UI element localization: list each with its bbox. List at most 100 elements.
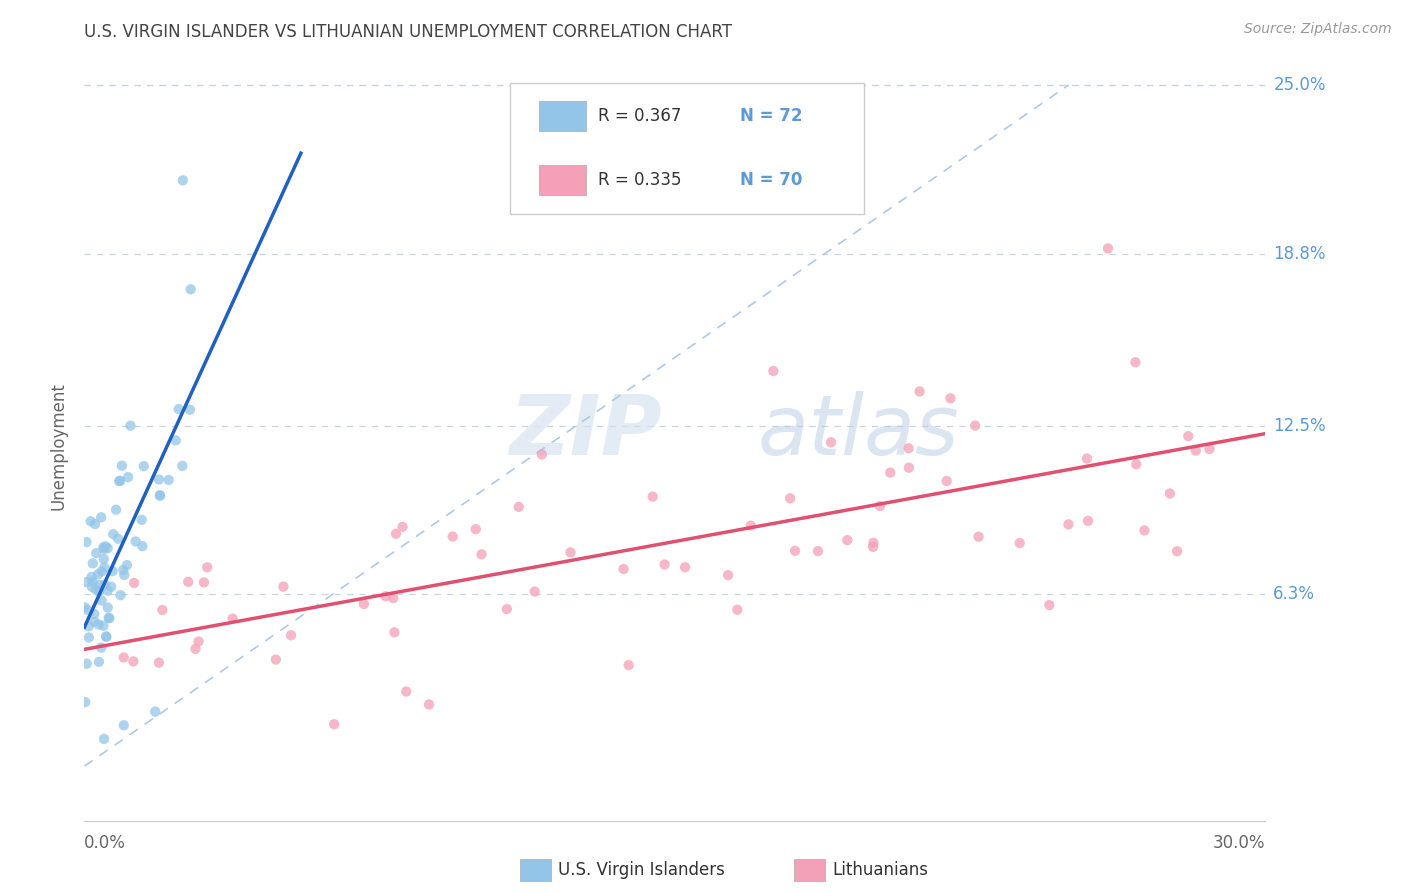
Text: Lithuanians: Lithuanians <box>832 861 928 879</box>
Point <box>111 458 134 473</box>
Point <box>76 603 98 617</box>
Text: 6.3%: 6.3% <box>1274 585 1315 604</box>
Point <box>87 655 110 669</box>
Point <box>470 547 492 561</box>
Text: ZIP: ZIP <box>509 391 662 472</box>
Point <box>641 490 664 504</box>
Point <box>184 641 207 656</box>
Point <box>73 600 96 615</box>
Point <box>1159 486 1181 500</box>
Point <box>967 530 990 544</box>
Point <box>654 558 676 572</box>
Point <box>496 602 519 616</box>
Point <box>395 684 418 698</box>
Point <box>143 705 166 719</box>
Point <box>76 657 98 671</box>
Point <box>897 442 920 456</box>
Point <box>1125 458 1147 472</box>
Point <box>165 434 187 448</box>
Point <box>93 542 115 557</box>
Point <box>820 435 842 450</box>
Text: Unemployment: Unemployment <box>49 382 67 510</box>
Point <box>84 582 107 597</box>
Point <box>101 564 124 578</box>
Point <box>385 526 408 541</box>
Point <box>1185 443 1208 458</box>
Point <box>100 580 122 594</box>
Point <box>384 625 406 640</box>
Point <box>98 611 121 625</box>
Point <box>221 611 243 625</box>
Point <box>96 629 118 643</box>
Point <box>523 584 546 599</box>
Point <box>82 557 104 571</box>
Point <box>120 418 142 433</box>
Point <box>96 630 118 644</box>
Point <box>1057 517 1080 532</box>
Point <box>84 546 107 560</box>
Point <box>1077 514 1099 528</box>
Point <box>131 539 153 553</box>
Point <box>193 575 215 590</box>
Point <box>1038 598 1060 612</box>
Text: 18.8%: 18.8% <box>1274 245 1326 263</box>
Point <box>879 466 901 480</box>
Point <box>862 536 884 550</box>
Point <box>87 584 110 599</box>
Point <box>77 619 100 633</box>
Point <box>353 597 375 611</box>
Point <box>908 384 931 399</box>
Point <box>93 552 115 566</box>
Point <box>807 544 830 558</box>
Point <box>122 575 145 590</box>
Point <box>382 591 405 606</box>
Point <box>79 514 101 528</box>
Point <box>131 513 153 527</box>
Point <box>323 717 346 731</box>
Point <box>110 588 132 602</box>
Point <box>613 562 636 576</box>
Point <box>617 658 640 673</box>
Point <box>1008 536 1031 550</box>
Point <box>76 535 98 549</box>
Point <box>1076 451 1098 466</box>
Point <box>762 364 785 378</box>
Point <box>280 628 302 642</box>
Point <box>965 418 987 433</box>
Point <box>464 522 486 536</box>
Point <box>82 574 104 589</box>
Point <box>89 578 111 592</box>
Point <box>124 534 146 549</box>
Point <box>103 527 125 541</box>
Point <box>117 470 139 484</box>
Point <box>75 575 97 590</box>
FancyBboxPatch shape <box>538 102 586 131</box>
Point <box>108 474 131 488</box>
Point <box>93 619 115 633</box>
Point <box>105 502 128 516</box>
Point <box>779 491 801 506</box>
Point <box>897 460 920 475</box>
Text: Source: ZipAtlas.com: Source: ZipAtlas.com <box>1244 22 1392 37</box>
Point <box>1177 429 1199 443</box>
Point <box>83 615 105 629</box>
Point <box>837 533 859 548</box>
Text: U.S. VIRGIN ISLANDER VS LITHUANIAN UNEMPLOYMENT CORRELATION CHART: U.S. VIRGIN ISLANDER VS LITHUANIAN UNEMP… <box>84 23 733 41</box>
Point <box>177 574 200 589</box>
Point <box>530 447 553 461</box>
Point <box>273 580 295 594</box>
FancyBboxPatch shape <box>509 83 863 214</box>
Point <box>673 560 696 574</box>
Point <box>167 402 190 417</box>
Point <box>1125 355 1147 369</box>
Point <box>1097 242 1119 256</box>
Text: N = 72: N = 72 <box>740 107 803 125</box>
Point <box>939 392 962 406</box>
Point <box>107 532 129 546</box>
Text: 25.0%: 25.0% <box>1274 76 1326 94</box>
Point <box>75 695 97 709</box>
Point <box>83 607 105 621</box>
Point <box>935 474 957 488</box>
Text: R = 0.367: R = 0.367 <box>598 107 682 125</box>
Point <box>122 654 145 668</box>
